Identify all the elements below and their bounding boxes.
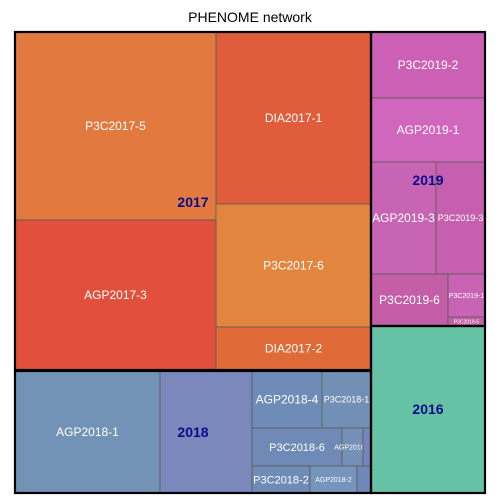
tile-label: DIA2017-1	[265, 111, 323, 125]
tile-label: AGP2018-1	[56, 425, 119, 439]
treemap-tile-dia2017-2	[215, 326, 372, 371]
tile-label: P3C2019-2	[398, 58, 459, 72]
tile-label: P3C2019-5	[454, 319, 480, 325]
tile-label: DIA2017-2	[265, 342, 323, 356]
group-label-2019: 2019	[412, 172, 443, 188]
tile-label: P3C2017-5	[85, 119, 146, 133]
treemap-tile-2016-0	[370, 325, 486, 494]
treemap-tile-dia2017-1	[215, 31, 372, 205]
tile-label: P3C2019-3	[438, 213, 484, 223]
treemap-tile-p3c2018-1	[321, 370, 372, 429]
tile-label: AGP2019-3	[372, 211, 435, 225]
treemap-tile-agp2018-1	[14, 370, 161, 494]
treemap-tile-p3c2019-6	[370, 273, 449, 327]
group-label-2017: 2017	[177, 194, 208, 210]
treemap-tile-2018-6	[362, 427, 372, 467]
tile-label: AGP2018-4	[256, 393, 319, 407]
treemap-tile-p3c2018-2	[251, 465, 311, 494]
tile-label: AGP2018-3	[334, 444, 371, 451]
tile-label: P3C2017-6	[263, 259, 324, 273]
tile-label: P3C2018-2	[253, 474, 309, 486]
treemap-tile-2018-9	[356, 465, 372, 494]
tile-label: P3C2018-1	[324, 395, 370, 405]
tile-label: P3C2019-6	[379, 293, 440, 307]
tile-label: P3C2018-6	[269, 442, 325, 454]
treemap-tile-p3c2019-1	[447, 273, 486, 318]
treemap-tile-p3c2019-3	[435, 161, 486, 275]
treemap-tile-agp2019-3	[370, 161, 437, 275]
tile-label: AGP2019-1	[397, 123, 460, 137]
tile-label: P3C2019-1	[449, 293, 485, 300]
treemap-tile-agp2017-3	[14, 219, 217, 371]
chart-title: PHENOME network	[188, 9, 312, 25]
treemap-tile-2018-1	[159, 370, 253, 494]
treemap-tile-agp2018-4	[251, 370, 323, 429]
tile-label: AGP2017-3	[84, 288, 147, 302]
group-border-2016	[369, 324, 487, 495]
tile-label: AGP2018-2	[315, 477, 352, 484]
group-label-2018: 2018	[177, 424, 208, 440]
group-label-2016: 2016	[412, 401, 443, 417]
treemap-tile-agp2019-1	[370, 97, 486, 163]
